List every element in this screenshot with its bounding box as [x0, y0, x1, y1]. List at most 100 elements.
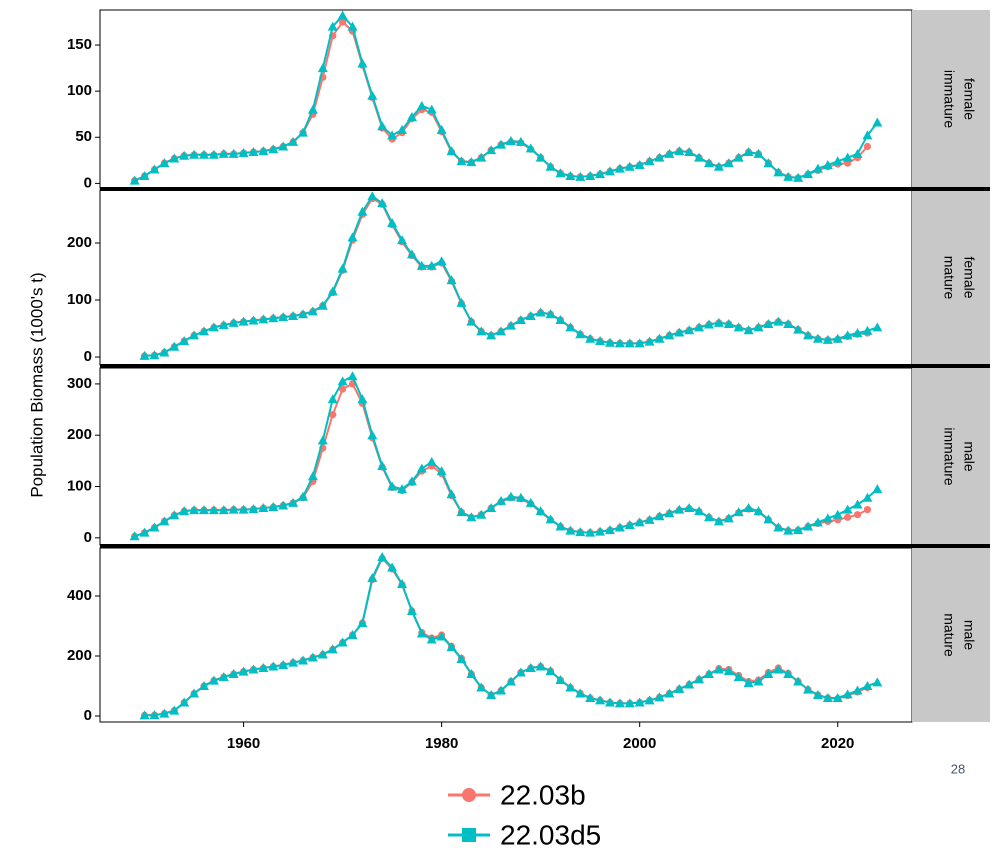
- data-point: [189, 505, 200, 515]
- data-point: [486, 145, 497, 155]
- data-point: [179, 150, 190, 160]
- data-point: [456, 654, 467, 663]
- data-point: [357, 206, 368, 216]
- data-point: [377, 552, 388, 561]
- data-point: [416, 260, 427, 270]
- data-point: [446, 275, 457, 285]
- data-point: [337, 376, 348, 386]
- data-point: [664, 148, 675, 158]
- data-point: [743, 147, 754, 157]
- data-point: [595, 169, 606, 179]
- data-point: [525, 663, 536, 672]
- data-point: [654, 152, 665, 162]
- panel: [99, 189, 913, 366]
- data-point: [555, 168, 566, 178]
- data-point: [505, 491, 516, 501]
- data-point: [248, 664, 259, 674]
- data-point: [268, 144, 279, 154]
- data-point: [139, 527, 150, 537]
- data-point: [248, 315, 259, 325]
- data-point: [644, 514, 655, 524]
- data-point: [339, 18, 347, 26]
- y-tick-label: 400: [67, 587, 92, 604]
- data-point: [654, 333, 665, 343]
- x-tick-label: 1980: [425, 735, 458, 752]
- data-point: [288, 497, 299, 507]
- legend-marker: [462, 828, 476, 842]
- data-point: [278, 660, 289, 669]
- data-point: [377, 121, 388, 131]
- data-point: [208, 322, 219, 332]
- data-point: [208, 149, 219, 159]
- y-tick-label: 100: [67, 82, 92, 99]
- y-tick-label: 300: [67, 375, 92, 392]
- data-point: [575, 171, 586, 181]
- strip: [912, 190, 990, 365]
- data-point: [505, 676, 516, 686]
- data-point: [486, 330, 497, 340]
- data-point: [674, 684, 685, 693]
- strip: [912, 10, 990, 188]
- data-point: [486, 503, 497, 513]
- data-point: [812, 333, 823, 343]
- data-point: [793, 172, 804, 182]
- legend-label: 22.03d5: [500, 819, 601, 850]
- data-point: [505, 135, 516, 145]
- data-point: [436, 466, 447, 476]
- data-point: [872, 322, 883, 332]
- data-point: [624, 161, 635, 171]
- data-point: [466, 316, 477, 326]
- data-point: [863, 506, 872, 514]
- data-point: [812, 517, 823, 527]
- data-point: [218, 320, 229, 330]
- data-point: [307, 306, 318, 316]
- data-point: [793, 324, 804, 334]
- data-point: [218, 148, 229, 158]
- data-point: [525, 310, 536, 320]
- data-point: [862, 130, 873, 140]
- data-point: [664, 330, 675, 340]
- data-point: [169, 153, 180, 163]
- data-point: [337, 637, 348, 647]
- data-point: [329, 411, 337, 419]
- data-point: [773, 522, 784, 532]
- data-point: [179, 697, 190, 707]
- x-tick-label: 2020: [821, 735, 854, 752]
- data-point: [704, 512, 714, 522]
- data-point: [357, 394, 368, 404]
- data-point: [822, 693, 833, 702]
- data-point: [278, 500, 289, 510]
- data-point: [773, 664, 784, 674]
- data-point: [169, 341, 180, 351]
- data-point: [565, 525, 576, 535]
- data-point: [387, 218, 398, 228]
- data-point: [208, 505, 219, 515]
- data-point: [783, 669, 794, 678]
- data-point: [614, 522, 625, 532]
- data-point: [238, 316, 249, 326]
- data-point: [803, 169, 814, 179]
- data-point: [684, 147, 695, 157]
- data-point: [129, 175, 140, 185]
- strip-label: male: [961, 620, 977, 651]
- strip-label: immature: [941, 427, 957, 486]
- data-point: [634, 159, 645, 169]
- data-point: [377, 198, 388, 208]
- data-point: [743, 325, 754, 335]
- y-tick-label: 150: [67, 36, 92, 53]
- data-point: [357, 618, 368, 627]
- data-point: [793, 525, 804, 535]
- data-point: [486, 690, 497, 699]
- data-point: [822, 159, 833, 169]
- data-point: [179, 506, 190, 516]
- data-point: [238, 147, 249, 157]
- data-point: [397, 484, 408, 494]
- data-point: [624, 698, 635, 708]
- data-point: [832, 156, 843, 166]
- data-point: [844, 513, 852, 521]
- legend-label: 22.03b: [500, 779, 586, 810]
- data-point: [753, 148, 764, 158]
- data-point: [842, 504, 853, 514]
- data-point: [347, 232, 358, 242]
- data-point: [288, 310, 299, 320]
